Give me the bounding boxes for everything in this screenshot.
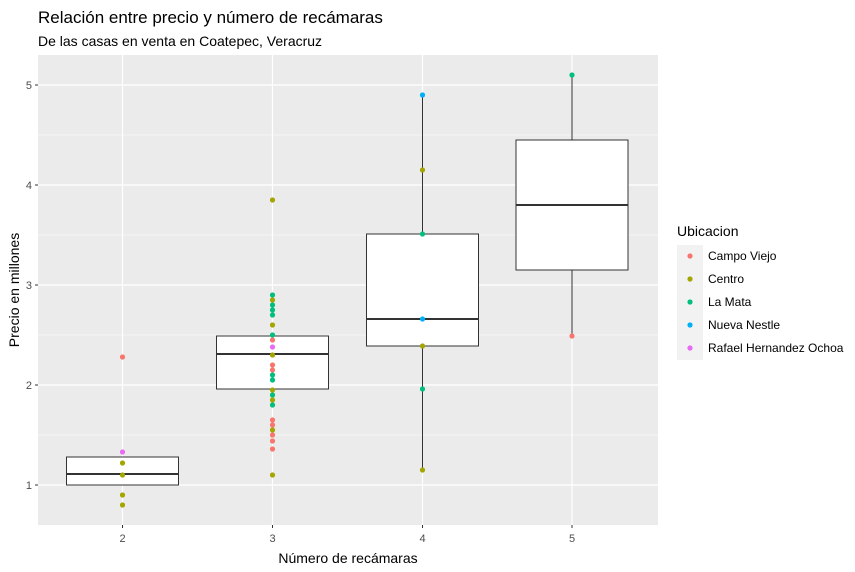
- x-tick-label: 3: [269, 533, 275, 545]
- data-point: [269, 197, 276, 203]
- data-point: [569, 72, 575, 78]
- data-point: [269, 367, 276, 373]
- data-point: [269, 332, 276, 338]
- data-point: [269, 402, 276, 408]
- plot-panel: [38, 55, 658, 525]
- legend-title: Ubicacion: [677, 223, 738, 239]
- legend-key: [687, 253, 693, 259]
- legend-key: [687, 276, 693, 282]
- points: [119, 72, 575, 508]
- y-tick-label: 5: [26, 80, 32, 92]
- data-point: [269, 422, 276, 428]
- x-tick-label: 5: [569, 533, 575, 545]
- x-tick-label: 2: [119, 533, 125, 545]
- data-point: [269, 307, 276, 313]
- data-point: [269, 352, 276, 358]
- data-point: [119, 449, 126, 455]
- data-point: [269, 427, 276, 433]
- data-point: [269, 322, 276, 328]
- y-tick-label: 3: [26, 280, 32, 292]
- data-point: [119, 460, 126, 466]
- data-point: [419, 92, 426, 98]
- legend-key: [687, 299, 693, 305]
- data-point: [419, 316, 426, 322]
- legend-key: [687, 345, 693, 351]
- data-point: [119, 502, 126, 508]
- data-point: [269, 387, 276, 393]
- chart-subtitle: De las casas en venta en Coatepec, Verac…: [38, 33, 323, 49]
- data-point: [269, 472, 276, 478]
- data-point: [119, 472, 126, 478]
- data-point: [269, 446, 276, 452]
- y-tick-label: 2: [26, 380, 32, 392]
- legend-label: Centro: [708, 272, 744, 286]
- data-point: [269, 438, 276, 444]
- data-point: [419, 467, 426, 473]
- data-point: [419, 231, 426, 237]
- data-point: [419, 386, 426, 392]
- data-point: [269, 372, 276, 378]
- data-point: [119, 354, 126, 360]
- data-point: [269, 432, 276, 438]
- data-point: [269, 344, 276, 350]
- box-4: [366, 95, 479, 470]
- data-point: [269, 297, 276, 303]
- data-point: [269, 397, 276, 403]
- legend-label: Campo Viejo: [708, 249, 777, 263]
- data-point: [119, 492, 126, 498]
- x-axis: 2 3 4 5: [119, 525, 575, 545]
- data-point: [269, 337, 276, 343]
- chart-title: Relación entre precio y número de recáma…: [38, 8, 383, 27]
- y-tick-label: 4: [26, 180, 32, 192]
- legend-label: La Mata: [708, 295, 752, 309]
- legend-label: Rafael Hernandez Ochoa: [708, 341, 844, 355]
- data-point: [269, 377, 276, 383]
- legend-key: [687, 322, 693, 328]
- legend-label: Nueva Nestle: [708, 318, 780, 332]
- data-point: [419, 167, 426, 173]
- data-point: [269, 392, 276, 398]
- box-5: [515, 75, 629, 336]
- legend: Ubicacion Campo Viejo Centro La Mata Nueva …: [677, 223, 844, 360]
- x-axis-title: Número de recámaras: [278, 550, 417, 566]
- data-point: [419, 343, 426, 349]
- data-point: [269, 417, 276, 423]
- data-point: [269, 292, 276, 298]
- data-point: [269, 312, 276, 318]
- data-point: [269, 362, 276, 368]
- y-axis-title: Precio en millones: [6, 233, 22, 347]
- y-axis: 1 2 3 4 5: [26, 80, 38, 492]
- data-point: [569, 333, 575, 339]
- box-body: [366, 233, 479, 347]
- x-tick-label: 4: [419, 533, 425, 545]
- data-point: [269, 302, 276, 308]
- y-tick-label: 1: [26, 480, 32, 492]
